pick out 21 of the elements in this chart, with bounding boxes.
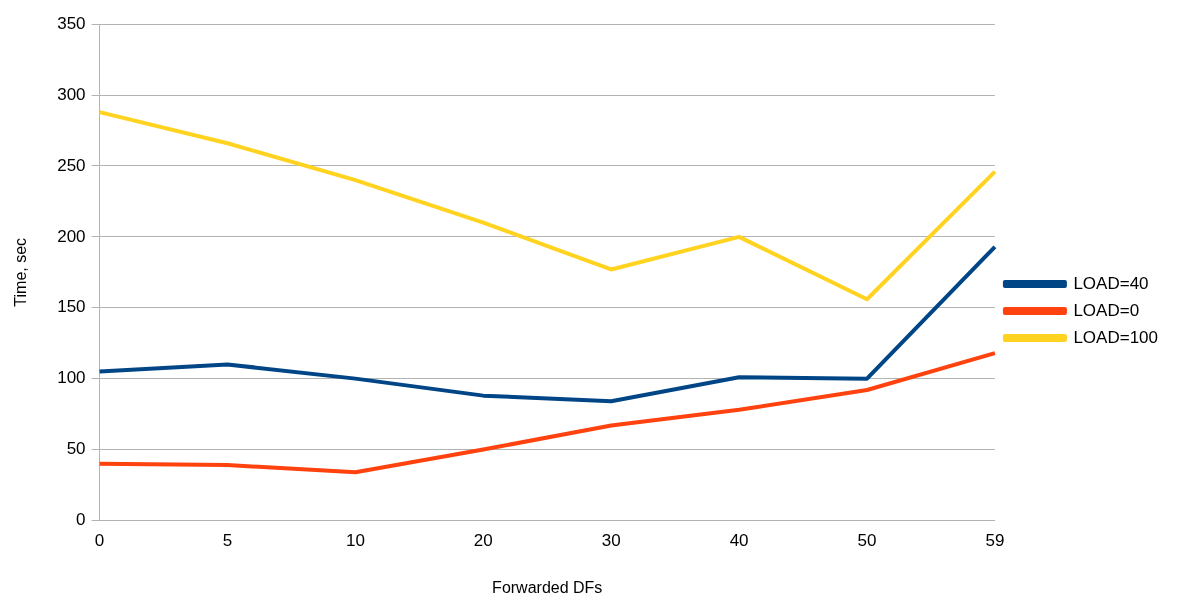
x-tick-label: 30 [601, 531, 621, 551]
legend-label: LOAD=0 [1073, 300, 1140, 320]
x-axis-title: Forwarded DFs [492, 578, 603, 596]
legend-label: LOAD=40 [1073, 273, 1149, 293]
x-tick-label: 10 [345, 531, 365, 551]
y-tick-label: 50 [66, 439, 86, 459]
x-tick-label: 0 [94, 531, 105, 551]
y-tick-label: 250 [57, 155, 86, 175]
x-tick-label: 5 [222, 531, 233, 551]
y-axis-title: Time, sec [12, 237, 30, 307]
x-tick-label: 59 [985, 531, 1005, 551]
x-tick-label: 50 [857, 531, 877, 551]
y-tick-label: 350 [57, 13, 86, 33]
y-tick-label: 150 [57, 297, 86, 317]
x-tick-label: 20 [473, 531, 493, 551]
y-tick-label: 0 [76, 510, 86, 530]
y-tick-label: 100 [57, 368, 86, 388]
x-tick-label: 40 [729, 531, 749, 551]
legend-label: LOAD=100 [1073, 327, 1159, 347]
y-tick-label: 300 [57, 84, 86, 104]
y-tick-label: 200 [57, 226, 86, 246]
